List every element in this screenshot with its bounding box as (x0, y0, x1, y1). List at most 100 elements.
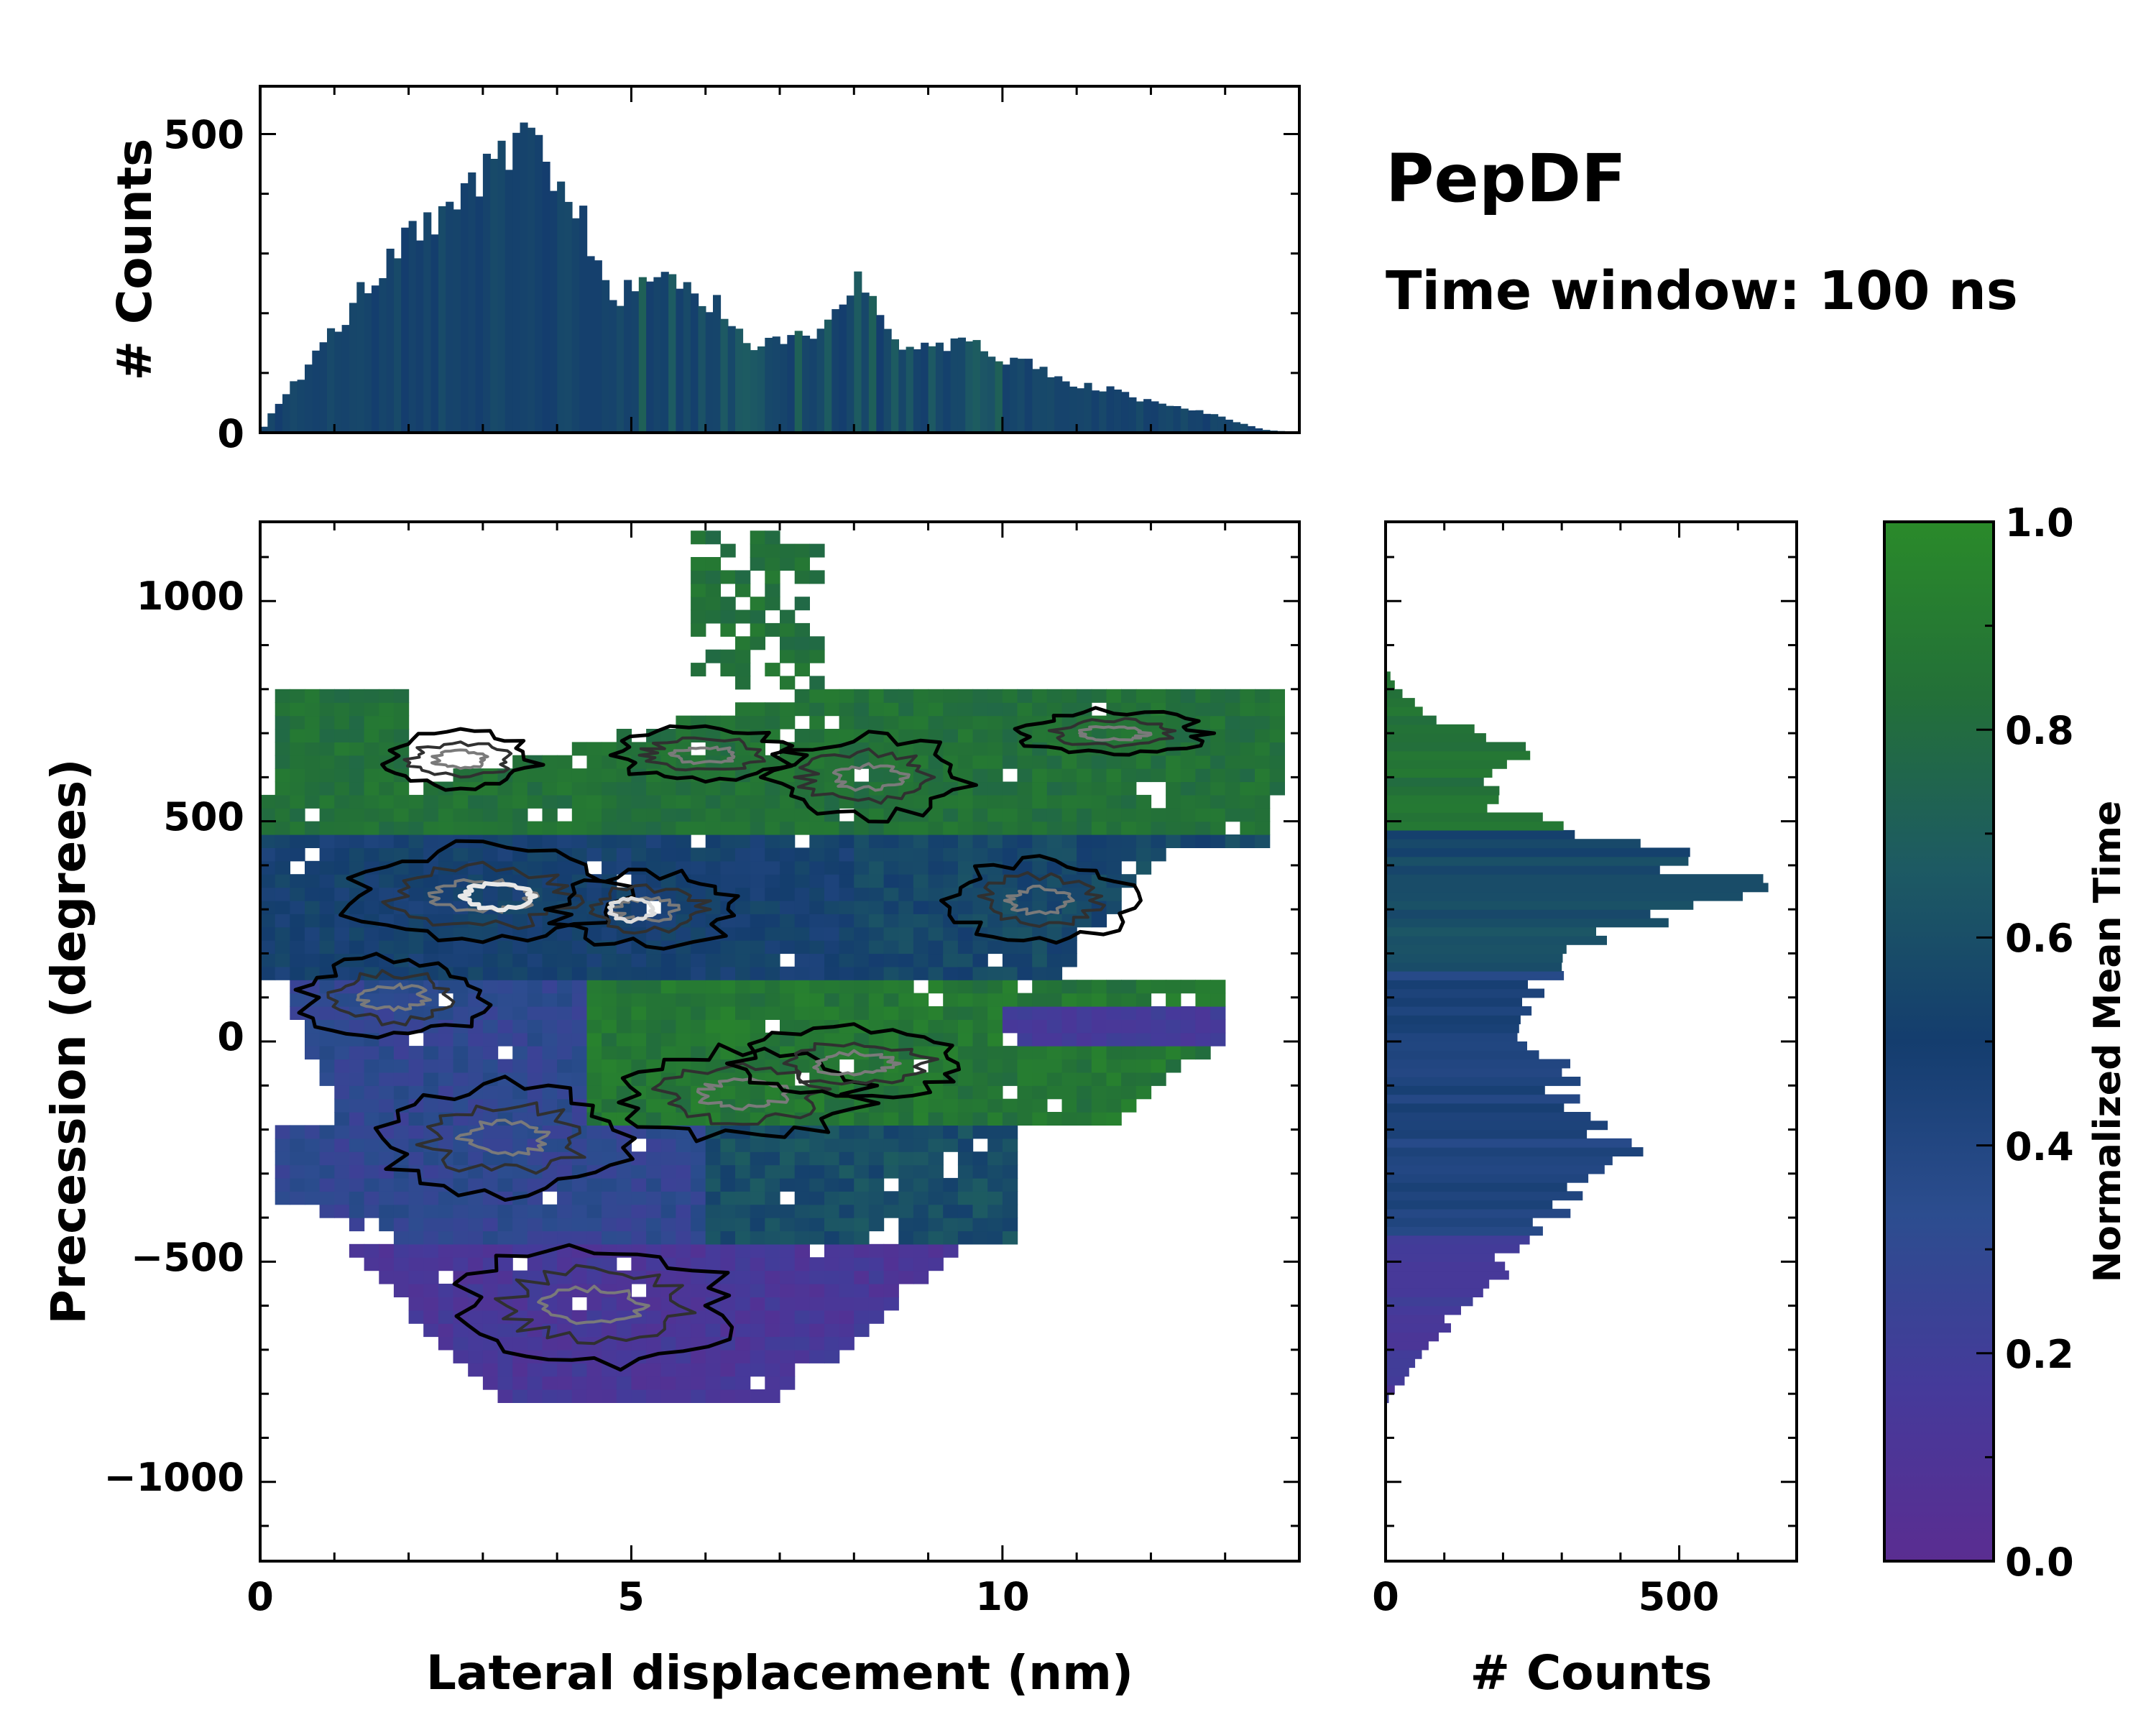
heatmap-cell (780, 926, 796, 941)
heatmap-cell (854, 1006, 870, 1020)
heatmap-cell (305, 689, 321, 703)
heatmap-cell (1106, 980, 1122, 994)
heatmap-cell (1269, 768, 1285, 783)
heatmap-cell (453, 1006, 469, 1020)
heatmap-cell (631, 1257, 647, 1271)
heatmap-cell (691, 781, 706, 796)
heatmap-cell (512, 1376, 528, 1390)
heatmap-cell (438, 1072, 454, 1086)
heatmap-cell (913, 993, 929, 1007)
heatmap-cell (839, 1138, 854, 1152)
heatmap-cell (453, 768, 469, 783)
heatmap-cell (928, 980, 944, 994)
heatmap-cell (1180, 755, 1196, 769)
heatmap-cell (1135, 1019, 1152, 1034)
top-histogram-bar (691, 293, 699, 433)
heatmap-cell (527, 834, 543, 848)
heatmap-cell (512, 808, 528, 822)
heatmap-cell (334, 834, 350, 848)
heatmap-cell (349, 755, 365, 769)
heatmap-cell (602, 1191, 617, 1205)
heatmap-cell (527, 966, 543, 980)
top-histogram-bar (772, 336, 780, 433)
heatmap-cell (691, 1019, 706, 1034)
heatmap-cell (794, 887, 810, 901)
top-histogram-bar (1024, 359, 1033, 433)
heatmap-cell (408, 1191, 424, 1205)
heatmap-cell (957, 689, 974, 703)
heatmap-cell (898, 834, 914, 848)
heatmap-cell (854, 715, 870, 730)
heatmap-cell (913, 860, 929, 875)
heatmap-cell (408, 847, 424, 862)
top-histogram-bar (334, 331, 343, 433)
heatmap-cell (972, 1151, 988, 1166)
heatmap-cell (1002, 834, 1018, 848)
heatmap-cell (1061, 1046, 1077, 1060)
heatmap-cell (305, 755, 321, 769)
heatmap-cell (364, 821, 379, 835)
heatmap-cell (349, 1019, 365, 1034)
heatmap-cell (1269, 715, 1285, 730)
heatmap-cell (542, 966, 558, 980)
heatmap-cell (319, 729, 335, 742)
heatmap-cell (1180, 794, 1196, 809)
heatmap-cell (854, 702, 870, 717)
heatmap-cell (393, 993, 410, 1007)
heatmap-cell (898, 847, 914, 862)
heatmap-cell (943, 755, 959, 769)
top-histogram-bar (609, 300, 617, 433)
heatmap-cell (379, 993, 395, 1007)
heatmap-cell (453, 1230, 469, 1245)
heatmap-cell (602, 1059, 617, 1073)
heatmap-cell (482, 1376, 499, 1390)
heatmap-cell (305, 953, 321, 967)
heatmap-cell (586, 1032, 602, 1046)
heatmap-cell (305, 940, 321, 954)
heatmap-cell (542, 1310, 558, 1324)
heatmap-cell (765, 874, 780, 888)
heatmap-cell (824, 1006, 840, 1020)
right-histogram-bar (1386, 1050, 1539, 1060)
heatmap-cell (1032, 729, 1048, 742)
heatmap-cell (809, 1323, 825, 1338)
heatmap-cell (705, 570, 721, 584)
top-histogram-bar (364, 293, 372, 433)
top-y-tick-label: 0 (217, 411, 244, 456)
heatmap-cell (1121, 1006, 1137, 1020)
heatmap-cell (1017, 1112, 1033, 1126)
heatmap-cell (750, 874, 765, 888)
heatmap-cell (809, 1270, 825, 1284)
heatmap-cell (334, 940, 350, 954)
heatmap-cell (809, 821, 825, 835)
heatmap-cell (735, 993, 751, 1007)
heatmap-cell (305, 715, 321, 730)
heatmap-cell (780, 821, 796, 835)
heatmap-cell (735, 742, 751, 756)
heatmap-cell (705, 1204, 721, 1218)
heatmap-cell (735, 636, 751, 650)
heatmap-cell (780, 610, 796, 624)
heatmap-cell (290, 715, 305, 730)
heatmap-cell (379, 821, 395, 835)
heatmap-cell (868, 1257, 885, 1271)
heatmap-cell (750, 1363, 765, 1377)
heatmap-cell (676, 1046, 691, 1060)
heatmap-cell (928, 715, 944, 730)
heatmap-cell (943, 794, 959, 809)
heatmap-cell (1046, 993, 1063, 1007)
heatmap-cell (660, 1204, 676, 1218)
right-histogram-bar (1386, 909, 1651, 919)
right-histogram-bar (1386, 944, 1567, 954)
heatmap-cell (453, 1323, 469, 1338)
heatmap-cell (943, 834, 959, 848)
heatmap-cell (794, 1177, 810, 1192)
heatmap-cell (972, 834, 988, 848)
heatmap-cell (705, 860, 721, 875)
heatmap-cell (883, 953, 899, 967)
heatmap-cell (883, 993, 899, 1007)
right-histogram-bar (1386, 1323, 1451, 1333)
right-histogram-bar (1386, 733, 1486, 742)
heatmap-cell (408, 1098, 424, 1113)
